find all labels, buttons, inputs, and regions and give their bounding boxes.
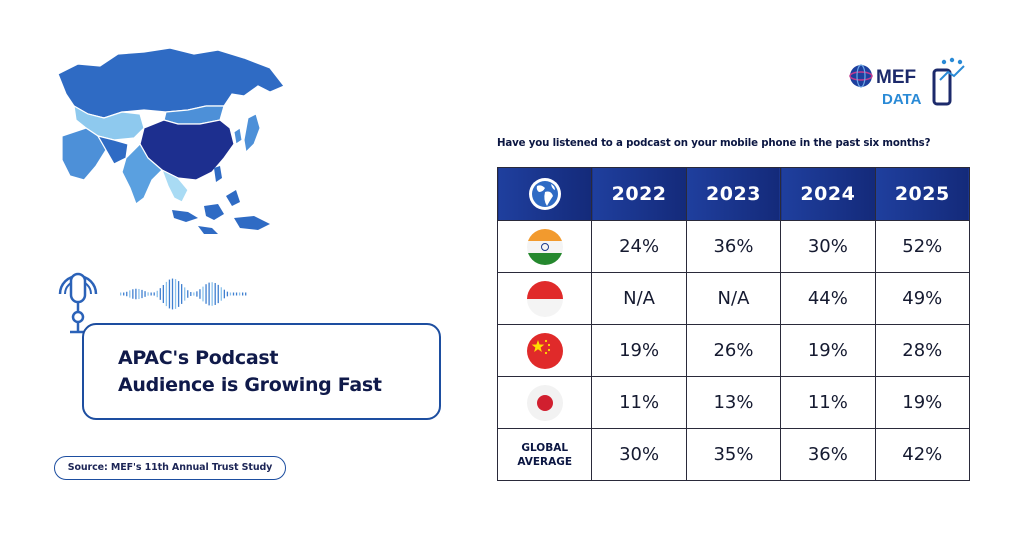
table-row-india: 24% 36% 30% 52% [496, 220, 971, 273]
soundwave-bar [177, 281, 180, 307]
table-cell: 19% [874, 376, 971, 429]
header-year-cell: 2023 [685, 167, 782, 221]
soundwave-bar [196, 291, 198, 297]
table-cell: 30% [780, 220, 876, 273]
soundwave-bar [171, 278, 174, 310]
soundwave-bar [217, 284, 219, 304]
soundwave-bar [144, 291, 146, 297]
header-year-cell: 2024 [780, 167, 876, 221]
row-label-cell [496, 272, 593, 325]
table-cell: 26% [685, 324, 782, 377]
soundwave-bar [181, 284, 183, 304]
row-label-cell: GLOBAL AVERAGE [496, 428, 593, 481]
soundwave-bar [138, 288, 140, 300]
table-cell: 28% [874, 324, 971, 377]
soundwave-bar [226, 291, 229, 297]
row-label-cell [496, 220, 593, 273]
soundwave-bar [153, 292, 155, 296]
soundwave-bar [184, 287, 186, 301]
soundwave-bar [235, 292, 238, 296]
logo-text-mef: MEF [876, 67, 916, 88]
india-flag-icon [526, 228, 563, 265]
table-row-japan: 11% 13% 11% 19% [496, 376, 971, 429]
table-cell: 52% [874, 220, 971, 273]
soundwave-bar [174, 279, 177, 309]
indonesia-flag-icon [526, 280, 563, 317]
japan-flag-icon [526, 384, 563, 421]
soundwave-bar [211, 282, 213, 306]
soundwave-bar [238, 292, 241, 296]
table-cell: 35% [685, 428, 782, 481]
table-header-row: 2022 2023 2024 2025 [496, 167, 971, 221]
global-label-line-1: GLOBAL [521, 441, 569, 454]
table-cell: 19% [780, 324, 876, 377]
title-line-2: Audience is Growing Fast [118, 374, 382, 396]
header-year-cell: 2022 [591, 167, 687, 221]
page-title: APAC's Podcast Audience is Growing Fast [118, 345, 438, 399]
table-cell: 24% [591, 220, 687, 273]
table-cell: 30% [591, 428, 687, 481]
soundwave-bar [156, 290, 158, 298]
soundwave-bar [214, 283, 216, 305]
table-cell: 44% [780, 272, 876, 325]
soundwave-icon [120, 278, 247, 310]
table-row-indonesia: N/A N/A 44% 49% [496, 272, 971, 325]
soundwave-bar [223, 289, 225, 299]
table-cell: 49% [874, 272, 971, 325]
soundwave-bar [129, 290, 131, 298]
microphone-icon [58, 272, 98, 334]
survey-question: Have you listened to a podcast on your m… [497, 138, 931, 149]
soundwave-bar [229, 292, 232, 296]
soundwave-bar [242, 292, 244, 296]
soundwave-bar [162, 284, 164, 304]
soundwave-bar [208, 282, 210, 306]
globe-icon [528, 178, 561, 210]
soundwave-bar [123, 292, 125, 296]
soundwave-bar [159, 288, 161, 300]
row-label-cell [496, 324, 593, 377]
table-cell: 42% [874, 428, 971, 481]
table-row-china: 19% 26% 19% 28% [496, 324, 971, 377]
soundwave-bar [126, 291, 128, 297]
table-cell: 19% [591, 324, 687, 377]
soundwave-bar [150, 292, 152, 296]
soundwave-bar [187, 290, 189, 298]
soundwave-bar [168, 279, 171, 309]
soundwave-bar [199, 289, 201, 299]
soundwave-bar [165, 281, 168, 307]
header-globe-cell [496, 167, 593, 221]
soundwave-bar [220, 287, 222, 301]
table-cell: 11% [780, 376, 876, 429]
global-average-label: GLOBAL AVERAGE [498, 441, 591, 469]
soundwave-bar [190, 292, 192, 296]
global-label-line-2: AVERAGE [517, 455, 573, 468]
soundwave-bar [232, 292, 235, 296]
soundwave-bar [141, 289, 143, 299]
logo-text-data: DATA [882, 91, 922, 108]
soundwave-bar [135, 288, 137, 300]
soundwave-bar [193, 292, 195, 296]
table-cell: 13% [685, 376, 782, 429]
asia-map-illustration [57, 47, 285, 234]
mef-data-logo: MEF DATA [849, 57, 965, 108]
table-cell: 36% [780, 428, 876, 481]
podcast-data-table: 2022 2023 2024 2025 24% 36% 30% 52% [496, 167, 971, 481]
table-cell: 11% [591, 376, 687, 429]
soundwave-bar [132, 289, 134, 299]
china-flag-icon [526, 332, 563, 369]
table-cell: N/A [685, 272, 782, 325]
soundwave-bar [202, 286, 204, 302]
title-line-1: APAC's Podcast [118, 347, 279, 369]
table-cell: N/A [591, 272, 687, 325]
table-row-global-average: GLOBAL AVERAGE 30% 35% 36% 42% [496, 428, 971, 481]
title-card: APAC's Podcast Audience is Growing Fast [82, 323, 441, 420]
soundwave-bar [147, 292, 149, 296]
soundwave-bar [120, 292, 122, 296]
header-year-cell: 2025 [874, 167, 971, 221]
soundwave-bar [245, 292, 247, 296]
soundwave-bar [205, 284, 207, 304]
table-cell: 36% [685, 220, 782, 273]
source-label: Source: MEF's 11th Annual Trust Study [54, 456, 286, 480]
row-label-cell [496, 376, 593, 429]
